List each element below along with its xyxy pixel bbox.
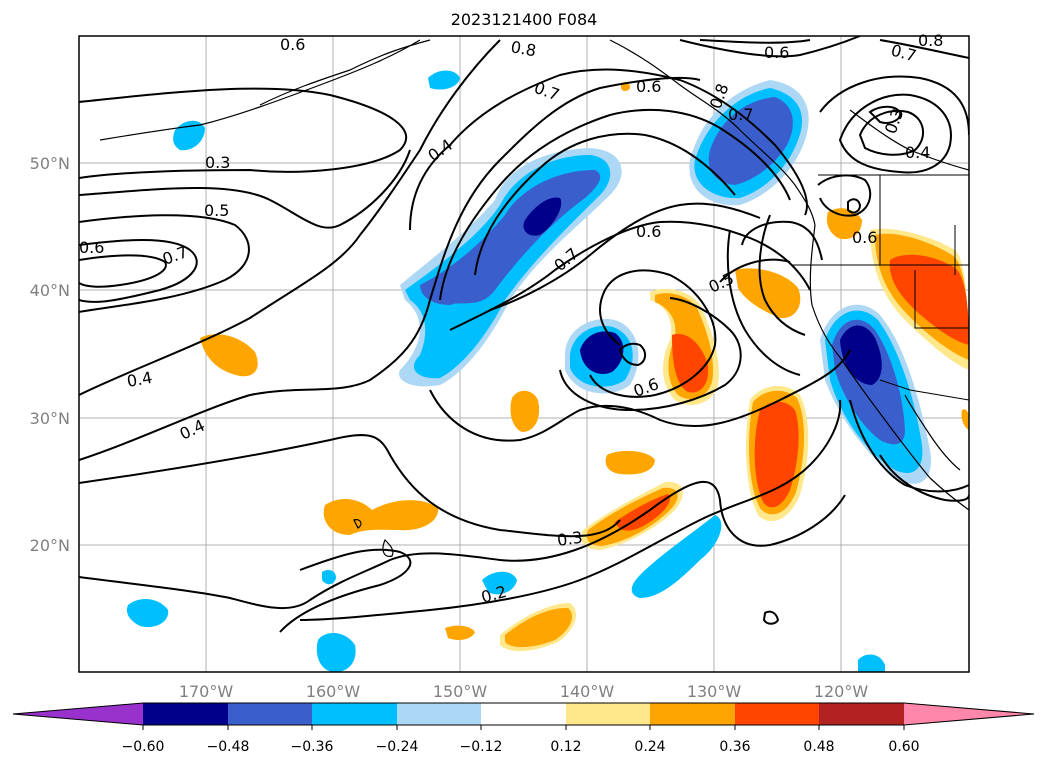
contour-label: 0.3 [556, 528, 584, 550]
colorbar-segment [650, 703, 735, 725]
colorbar-segment [397, 703, 481, 725]
contour-label: 0.6 [636, 222, 661, 241]
contour-label: 0.4 [125, 368, 153, 391]
map-frame [78, 35, 970, 673]
colorbar-tick-label: 0.12 [550, 739, 581, 755]
colorbar-segment [819, 703, 904, 725]
lat-label-40n: 40°N [30, 281, 70, 300]
lon-label-170w: 170°W [179, 682, 234, 701]
lon-label-140w: 140°W [560, 682, 615, 701]
colorbar-tick-label: 0.36 [719, 739, 750, 755]
colorbar-segment [143, 703, 228, 725]
colorbar-segment [566, 703, 650, 725]
colorbar-tick-label: −0.24 [376, 739, 419, 755]
lat-label-20n: 20°N [30, 536, 70, 555]
contour-label: 0.8 [918, 31, 943, 50]
contour-label: 0.7 [728, 105, 753, 124]
colorbar: −0.60 −0.48 −0.36 −0.24 −0.12 0.12 0.24 … [12, 702, 1035, 755]
contour-label: 0.5 [204, 201, 229, 220]
colorbar-tick-label: −0.36 [291, 739, 334, 755]
contour-label: 0.8 [509, 37, 537, 60]
map-title: 2023121400 F084 [451, 10, 598, 29]
colorbar-segment [312, 703, 397, 725]
colorbar-segment [481, 703, 566, 725]
lat-label-50n: 50°N [30, 154, 70, 173]
contour-label: 0.6 [764, 43, 789, 62]
colorbar-tick-label: −0.48 [207, 739, 250, 755]
longitude-axis: 170°W 160°W 150°W 140°W 130°W 120°W [179, 682, 869, 701]
colorbar-extend-high [904, 703, 1034, 725]
colorbar-extend-low [13, 703, 143, 725]
colorbar-tick-label: −0.12 [460, 739, 503, 755]
lon-label-130w: 130°W [687, 682, 742, 701]
political-boundaries [792, 174, 969, 401]
contour-label: 0.4 [905, 143, 930, 162]
lon-label-150w: 150°W [433, 682, 488, 701]
latitude-axis: 50°N 40°N 30°N 20°N [30, 154, 70, 555]
contour-label: 0.6 [79, 238, 104, 257]
colorbar-tick-label: 0.24 [634, 739, 665, 755]
contour-label: 0.6 [280, 35, 305, 54]
contour-label: 0.6 [852, 228, 877, 247]
lon-label-160w: 160°W [306, 682, 361, 701]
contour-label: 0.3 [205, 153, 230, 172]
colorbar-tick-marks [142, 725, 905, 730]
lon-label-120w: 120°W [814, 682, 869, 701]
contour-lines [79, 36, 969, 633]
contour-label: 0.6 [636, 77, 661, 96]
colorbar-segment [228, 703, 312, 725]
colorbar-tick-label: 0.48 [803, 739, 834, 755]
lat-label-30n: 30°N [30, 409, 70, 428]
colorbar-tick-label: −0.60 [122, 739, 165, 755]
map-panel [79, 36, 969, 672]
colorbar-segment [735, 703, 819, 725]
colorbar-tick-label: 0.60 [888, 739, 919, 755]
